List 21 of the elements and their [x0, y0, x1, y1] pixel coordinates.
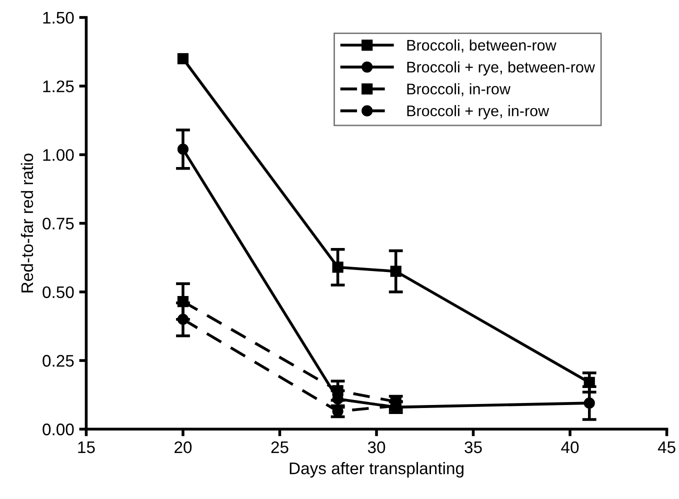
x-tick-label: 20 [174, 441, 192, 454]
y-tick-label: 0.25 [42, 354, 74, 367]
x-tick-label: 15 [78, 442, 95, 454]
legend-label: Broccoli, between-row [407, 39, 556, 52]
legend-label: Broccoli + rye, in-row [407, 105, 550, 120]
x-axis-title: Days after transplanting [290, 462, 464, 478]
x-tick-label: 25 [271, 441, 288, 454]
y-tick-label: 0.75 [42, 218, 74, 230]
y-axis-title: Red-to-far red ratio [20, 154, 34, 292]
y-tick-label: 0.00 [42, 424, 74, 436]
y-tick-label: 0.50 [42, 286, 74, 298]
legend-label: Broccoli + rye, between-row [407, 61, 596, 76]
x-tick-label: 35 [464, 441, 482, 454]
point [177, 53, 189, 64]
x-tick-label: 40 [561, 441, 579, 454]
x-tick-label: 45 [658, 442, 676, 454]
y-tick-label: 1.25 [43, 80, 74, 92]
x-tick-label: 30 [368, 441, 386, 454]
y-tick-label: 1.50 [43, 12, 74, 24]
y-tick-label: 1.00 [43, 149, 74, 161]
legend-label: Broccoli, in-row [407, 83, 511, 96]
